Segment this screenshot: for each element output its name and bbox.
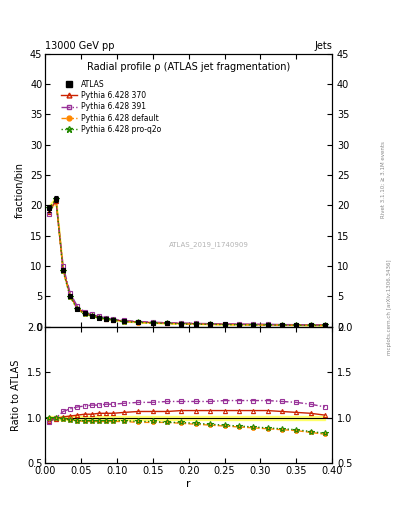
Text: ATLAS_2019_I1740909: ATLAS_2019_I1740909 — [169, 242, 249, 248]
X-axis label: r: r — [186, 479, 191, 489]
Text: 13000 GeV pp: 13000 GeV pp — [45, 41, 115, 51]
Text: Rivet 3.1.10; ≥ 3.1M events: Rivet 3.1.10; ≥ 3.1M events — [381, 141, 386, 218]
Text: Jets: Jets — [314, 41, 332, 51]
Text: Radial profile ρ (ATLAS jet fragmentation): Radial profile ρ (ATLAS jet fragmentatio… — [87, 62, 290, 72]
Y-axis label: fraction/bin: fraction/bin — [15, 162, 24, 218]
Y-axis label: Ratio to ATLAS: Ratio to ATLAS — [11, 359, 22, 431]
Text: mcplots.cern.ch [arXiv:1306.3436]: mcplots.cern.ch [arXiv:1306.3436] — [387, 260, 391, 355]
Legend: ATLAS, Pythia 6.428 370, Pythia 6.428 391, Pythia 6.428 default, Pythia 6.428 pr: ATLAS, Pythia 6.428 370, Pythia 6.428 39… — [58, 77, 164, 137]
